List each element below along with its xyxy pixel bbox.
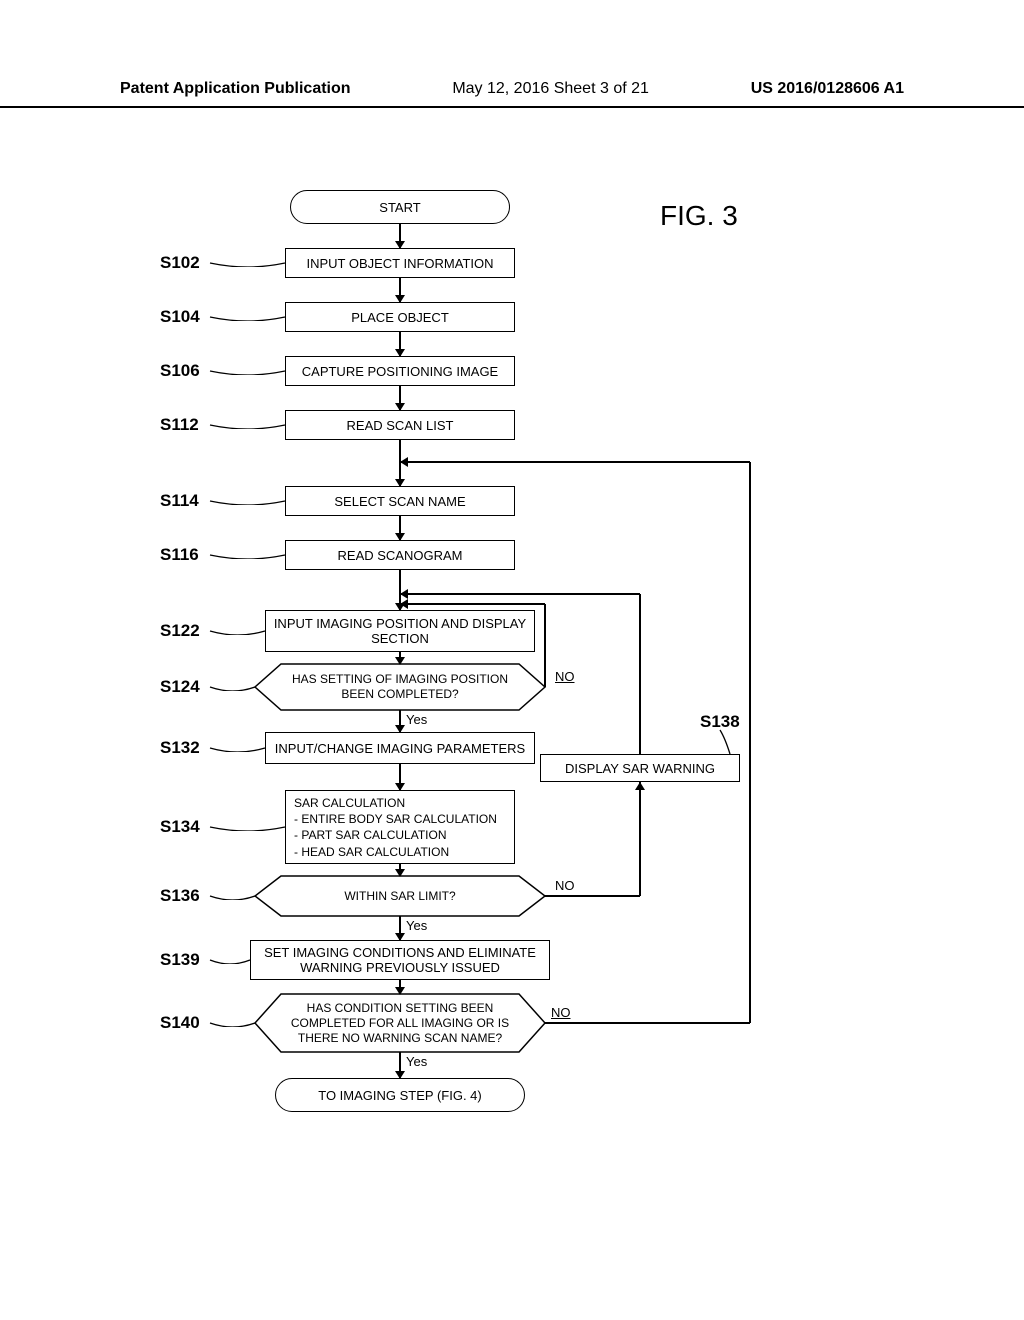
yes-label-s124: Yes xyxy=(406,712,427,727)
step-label-s104: S104 xyxy=(160,307,200,327)
leader-s114 xyxy=(206,497,289,505)
decision-text-s136: WITHIN SAR LIMIT? xyxy=(255,876,545,916)
process-s116: READ SCANOGRAM xyxy=(285,540,515,570)
process-s102: INPUT OBJECT INFORMATION xyxy=(285,248,515,278)
process-s122: INPUT IMAGING POSITION AND DISPLAY SECTI… xyxy=(265,610,535,652)
process-s112: READ SCAN LIST xyxy=(285,410,515,440)
yes-label-s136: Yes xyxy=(406,918,427,933)
step-label-s136: S136 xyxy=(160,886,200,906)
no-label-s140: NO xyxy=(551,1005,571,1020)
leader-s134 xyxy=(206,823,289,831)
leader-s116 xyxy=(206,551,289,559)
header-right: US 2016/0128606 A1 xyxy=(751,80,904,98)
step-label-s140: S140 xyxy=(160,1013,200,1033)
process-s106: CAPTURE POSITIONING IMAGE xyxy=(285,356,515,386)
yes-label-s140: Yes xyxy=(406,1054,427,1069)
leader-s138 xyxy=(716,726,734,758)
step-label-s139: S139 xyxy=(160,950,200,970)
header-left: Patent Application Publication xyxy=(120,80,351,98)
leader-s122 xyxy=(206,627,269,635)
step-label-s112: S112 xyxy=(160,415,199,435)
leader-s124 xyxy=(206,683,259,691)
terminator-start: START xyxy=(290,190,510,224)
step-label-s134: S134 xyxy=(160,817,200,837)
leader-s140 xyxy=(206,1019,259,1027)
step-label-s132: S132 xyxy=(160,738,200,758)
decision-text-s124: HAS SETTING OF IMAGING POSITION BEEN COM… xyxy=(255,664,545,710)
figure-title: FIG. 3 xyxy=(660,200,738,232)
leader-s132 xyxy=(206,744,269,752)
leader-s136 xyxy=(206,892,259,900)
page-header: Patent Application Publication May 12, 2… xyxy=(0,80,1024,108)
decision-s140: HAS CONDITION SETTING BEEN COMPLETED FOR… xyxy=(255,994,545,1052)
process-s134: SAR CALCULATION- ENTIRE BODY SAR CALCULA… xyxy=(285,790,515,864)
decision-text-s140: HAS CONDITION SETTING BEEN COMPLETED FOR… xyxy=(255,994,545,1052)
step-label-s114: S114 xyxy=(160,491,199,511)
step-label-s106: S106 xyxy=(160,361,200,381)
header-center: May 12, 2016 Sheet 3 of 21 xyxy=(351,80,751,98)
process-s132: INPUT/CHANGE IMAGING PARAMETERS xyxy=(265,732,535,764)
decision-s136: WITHIN SAR LIMIT? xyxy=(255,876,545,916)
step-label-s102: S102 xyxy=(160,253,200,273)
no-label-s124: NO xyxy=(555,669,575,684)
process-s139: SET IMAGING CONDITIONS AND ELIMINATE WAR… xyxy=(250,940,550,980)
leader-s106 xyxy=(206,367,289,375)
step-label-s116: S116 xyxy=(160,545,199,565)
leader-s139 xyxy=(206,956,254,964)
decision-s124: HAS SETTING OF IMAGING POSITION BEEN COM… xyxy=(255,664,545,710)
terminator-end: TO IMAGING STEP (FIG. 4) xyxy=(275,1078,525,1112)
process-s138: DISPLAY SAR WARNING xyxy=(540,754,740,782)
process-s104: PLACE OBJECT xyxy=(285,302,515,332)
no-label-s136: NO xyxy=(555,878,575,893)
leader-s104 xyxy=(206,313,289,321)
step-label-s122: S122 xyxy=(160,621,200,641)
step-label-s124: S124 xyxy=(160,677,200,697)
leader-s112 xyxy=(206,421,289,429)
leader-s102 xyxy=(206,259,289,267)
process-s114: SELECT SCAN NAME xyxy=(285,486,515,516)
